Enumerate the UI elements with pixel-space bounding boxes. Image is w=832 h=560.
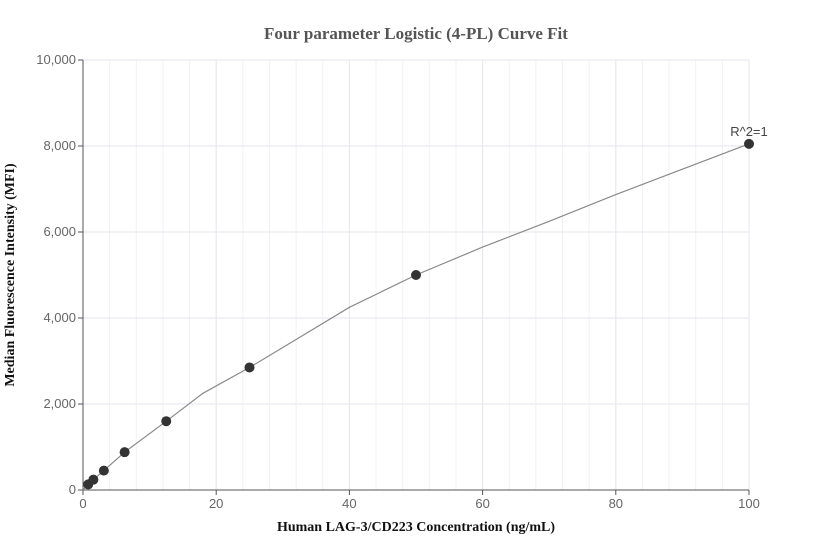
x-tick-label: 100: [738, 496, 760, 511]
x-axis-label: Human LAG-3/CD223 Concentration (ng/mL): [277, 520, 555, 535]
chart-title: Four parameter Logistic (4-PL) Curve Fit: [264, 24, 568, 43]
x-tick-label: 0: [79, 496, 86, 511]
y-tick-label: 6,000: [43, 224, 76, 239]
data-point: [119, 447, 130, 458]
axes: 0 20 40 60 80 100 0 2,000 4,000 6,000 8,000 10,000: [36, 52, 760, 511]
data-point: [88, 474, 99, 485]
data-point: [744, 138, 754, 149]
y-axis-label: Median Fluorescence Intensity (MFI): [3, 163, 18, 387]
data-points: [83, 138, 754, 490]
grid: [82, 59, 750, 491]
y-tick-label: 8,000: [43, 138, 76, 153]
x-tick-label: 20: [209, 496, 223, 511]
data-point: [98, 465, 109, 476]
x-tick-label: 60: [475, 496, 489, 511]
x-tick-label: 40: [342, 496, 356, 511]
fit-curve-layer: [82, 143, 750, 491]
fit-curve-line: [82, 143, 750, 491]
y-tick-label: 2,000: [43, 396, 76, 411]
r-squared-annotation: R^2=1: [730, 124, 768, 139]
y-tick-label: 4,000: [43, 310, 76, 325]
x-tick-label: 80: [609, 496, 623, 511]
data-point: [411, 270, 421, 280]
data-point: [161, 416, 172, 427]
y-tick-label: 10,000: [36, 52, 76, 67]
data-point: [244, 362, 255, 373]
y-tick-label: 0: [69, 482, 76, 497]
